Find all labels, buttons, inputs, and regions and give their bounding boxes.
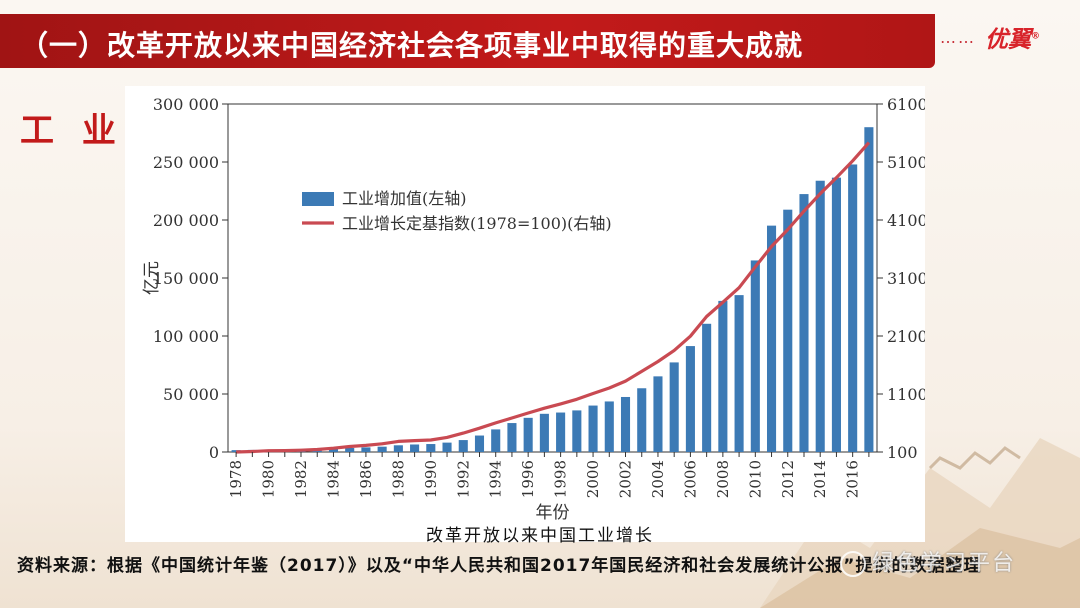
left-tick-label: 100 000 — [153, 327, 219, 346]
left-tick-label: 200 000 — [153, 211, 219, 230]
x-tick-label: 2008 — [714, 460, 732, 498]
bar-industry-value — [831, 177, 841, 452]
x-tick-label: 1990 — [422, 460, 440, 498]
bar-industry-value — [702, 323, 712, 452]
bar-industry-value — [653, 376, 663, 452]
bar-industry-value — [669, 362, 679, 452]
right-tick-label: 5100 — [887, 153, 925, 172]
source-note: 资料来源：根据《中国统计年鉴（2017）》以及“中华人民共和国2017年国民经济… — [17, 556, 982, 576]
section-label: 工 业 — [20, 111, 124, 151]
right-tick-label: 1100 — [887, 385, 925, 404]
x-axis-title: 年份 — [536, 503, 570, 523]
plot-frame — [227, 103, 878, 453]
industry-growth-chart: 300 000 250 000 200 000 150 000 100 000 50 00… — [142, 95, 928, 523]
x-tick-label: 1992 — [454, 460, 472, 498]
bar-industry-value — [442, 442, 452, 452]
bar-industry-value — [685, 346, 695, 452]
bar-industry-value — [620, 396, 631, 452]
bar-industry-value — [718, 300, 728, 452]
bar-industry-value — [377, 446, 387, 452]
x-tick-label: 2016 — [844, 460, 862, 498]
chart-panel: 300 000 250 000 200 000 150 000 100 000 50 00… — [125, 86, 928, 542]
bar-industry-value — [474, 435, 485, 452]
bar-industry-value — [799, 194, 809, 452]
x-tick-label: 1998 — [552, 460, 570, 498]
bar-industry-value — [783, 209, 793, 452]
brand-logo: 优翼® — [985, 27, 1040, 53]
bar-industry-value — [766, 225, 777, 452]
x-tick-label: 1996 — [519, 460, 537, 498]
bar-industry-value — [523, 417, 533, 452]
x-tick-label: 2012 — [779, 460, 797, 498]
watermark: 绿色学习平台 — [840, 545, 1016, 577]
bar-industry-value — [588, 405, 598, 452]
x-tick-label: 2004 — [649, 460, 667, 498]
legend-swatch-bar — [302, 192, 334, 206]
legend-label-bar: 工业增加值(左轴) — [342, 189, 467, 208]
bar-industry-value — [637, 388, 647, 452]
left-tick-label: 300 000 — [153, 95, 219, 114]
right-tick-label: 4100 — [887, 211, 925, 230]
page-title: （一）改革开放以来中国经济社会各项事业中取得的重大成就 — [20, 29, 804, 62]
left-tick-label: 50 000 — [163, 385, 219, 404]
bar-industry-value — [393, 445, 403, 452]
bar-industry-value — [750, 260, 760, 452]
line-growth-index — [236, 141, 871, 454]
y-axis-title-left: 亿元 — [142, 261, 162, 295]
left-tick-label: 150 000 — [153, 269, 219, 288]
x-tick-label: 1986 — [357, 460, 375, 498]
bar-industry-value — [410, 444, 420, 452]
bar-industry-value — [328, 448, 339, 452]
bar-industry-value — [604, 401, 614, 452]
bar-industry-value — [815, 180, 825, 452]
wechat-icon — [840, 551, 866, 577]
bar-industry-value — [556, 412, 566, 452]
right-tick-label: 6100 — [887, 95, 925, 114]
x-tick-label: 1982 — [292, 460, 310, 498]
title-bar: （一）改革开放以来中国经济社会各项事业中取得的重大成就 — [0, 14, 935, 68]
bar-industry-value — [507, 423, 517, 452]
right-tick-label: 100 — [887, 443, 918, 462]
bar-industry-value — [864, 127, 874, 452]
x-tick-label: 2006 — [681, 460, 699, 498]
x-tick-label: 1994 — [487, 460, 505, 498]
bar-industry-value — [848, 164, 858, 452]
x-tick-label: 1980 — [260, 460, 278, 498]
chart-caption: 改革开放以来中国工业增长 — [426, 526, 654, 546]
left-tick-label: 250 000 — [153, 153, 219, 172]
bar-industry-value — [572, 410, 582, 452]
right-tick-label: 3100 — [887, 269, 925, 288]
bar-industry-value — [539, 413, 549, 452]
x-tick-label: 2002 — [617, 460, 635, 498]
bar-industry-value — [426, 444, 436, 452]
x-tick-label: 1978 — [227, 460, 245, 498]
title-dots: …… — [940, 28, 976, 47]
bar-industry-value — [361, 447, 371, 452]
x-tick-label: 2010 — [746, 460, 764, 498]
bar-industry-value — [734, 295, 744, 452]
x-tick-label: 1988 — [389, 460, 407, 498]
x-tick-label: 2014 — [811, 460, 829, 498]
bar-industry-value — [491, 429, 501, 452]
legend-label-line: 工业增长定基指数(1978=100)(右轴) — [342, 214, 612, 233]
x-tick-label: 2000 — [584, 460, 602, 498]
left-tick-label: 0 — [209, 443, 219, 462]
right-tick-label: 2100 — [887, 327, 925, 346]
bar-industry-value — [458, 440, 468, 452]
bar-industry-value — [345, 447, 355, 452]
x-tick-label: 1984 — [324, 460, 342, 498]
